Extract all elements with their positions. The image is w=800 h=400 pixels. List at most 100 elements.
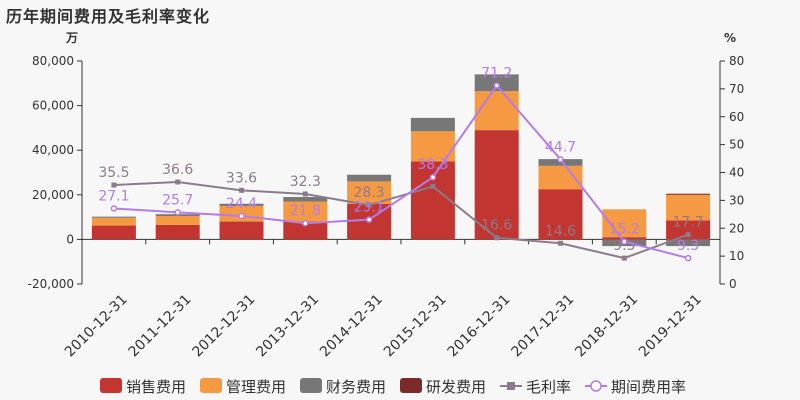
bar-财务费用-2012-12-31 <box>219 203 264 206</box>
bar-财务费用-2015-12-31 <box>410 117 455 132</box>
legend-item-期间费用率: 期间费用率 <box>585 378 686 396</box>
point-期间费用率 <box>238 212 245 220</box>
left-axis-unit: 万 <box>65 31 78 45</box>
right-tick-label: 30 <box>729 193 744 207</box>
bar-财务费用-2019-12-31 <box>666 239 711 247</box>
data-label-毛利率: 14.6 <box>545 223 576 239</box>
legend-item-财务费用: 财务费用 <box>300 378 386 396</box>
bar-销售费用-2018-12-31 <box>602 237 647 240</box>
left-tick-label: 60,000 <box>32 99 74 113</box>
data-label-毛利率: 32.3 <box>290 174 321 190</box>
point-毛利率 <box>175 179 181 185</box>
x-tick-label: 2010-12-31 <box>62 292 131 361</box>
point-毛利率 <box>685 232 691 238</box>
left-tick-label: 20,000 <box>32 188 74 202</box>
point-毛利率 <box>430 183 436 189</box>
point-期间费用率 <box>110 205 118 212</box>
data-label-期间费用率: 44.7 <box>545 139 576 155</box>
x-tick-label: 2019-12-31 <box>636 292 705 361</box>
bar-销售费用-2010-12-31 <box>91 225 136 240</box>
point-毛利率 <box>558 240 563 246</box>
data-label-期间费用率: 9.3 <box>677 238 699 254</box>
bar-管理费用-2011-12-31 <box>155 215 200 225</box>
x-tick-label: 2011-12-31 <box>126 292 195 361</box>
point-期间费用率 <box>557 156 564 163</box>
data-label-期间费用率: 38.3 <box>417 157 448 173</box>
right-tick-label: 80 <box>729 54 744 68</box>
legend-swatch <box>300 378 322 393</box>
data-label-毛利率: 28.3 <box>354 185 385 201</box>
right-tick-label: 10 <box>729 249 744 263</box>
data-label-期间费用率: 24.4 <box>226 196 257 212</box>
bar-管理费用-2014-12-31 <box>347 181 392 204</box>
bar-研发费用-2019-12-31 <box>666 193 711 195</box>
legend-label: 期间费用率 <box>611 378 686 396</box>
x-tick-label: 2013-12-31 <box>253 292 322 361</box>
right-tick-label: 40 <box>729 166 744 180</box>
point-毛利率 <box>302 191 308 197</box>
legend-marker <box>590 380 602 392</box>
point-毛利率 <box>239 187 244 193</box>
point-毛利率 <box>494 235 500 241</box>
bar-销售费用-2012-12-31 <box>219 221 264 240</box>
data-label-毛利率: 17.7 <box>673 215 704 231</box>
legend-swatch <box>100 378 122 393</box>
bar-销售费用-2019-12-31 <box>666 220 711 240</box>
bar-管理费用-2013-12-31 <box>283 201 328 222</box>
point-期间费用率 <box>493 82 500 89</box>
data-label-毛利率: 35.5 <box>98 165 129 181</box>
right-tick-label: 50 <box>729 138 744 152</box>
data-label-毛利率: 16.6 <box>481 218 512 234</box>
point-期间费用率 <box>429 173 437 181</box>
legend-label: 销售费用 <box>126 378 186 396</box>
left-tick-label: 40,000 <box>32 143 74 157</box>
point-期间费用率 <box>302 219 309 227</box>
legend-label: 管理费用 <box>226 378 286 396</box>
point-期间费用率 <box>684 254 692 262</box>
data-label-毛利率: 33.6 <box>226 170 257 186</box>
bar-管理费用-2019-12-31 <box>666 194 711 221</box>
data-label-毛利率: 36.6 <box>162 162 193 178</box>
x-tick-label: 2014-12-31 <box>317 292 386 361</box>
legend-label: 研发费用 <box>426 378 486 396</box>
x-tick-label: 2012-12-31 <box>189 292 258 361</box>
x-tick-label: 2018-12-31 <box>572 292 641 361</box>
x-tick-label: 2015-12-31 <box>381 292 450 361</box>
bar-管理费用-2010-12-31 <box>91 217 136 226</box>
right-tick-label: 70 <box>729 82 744 96</box>
bar-销售费用-2013-12-31 <box>283 221 328 240</box>
left-tick-label: 0 <box>66 232 74 246</box>
right-axis-unit: % <box>724 31 736 45</box>
data-label-期间费用率: 71.2 <box>481 66 512 82</box>
bar-财务费用-2014-12-31 <box>347 174 392 182</box>
point-毛利率 <box>111 182 117 188</box>
left-tick-label: -20,000 <box>28 277 74 291</box>
left-tick-label: 80,000 <box>32 54 74 68</box>
bar-管理费用-2017-12-31 <box>538 165 583 190</box>
point-毛利率 <box>621 255 627 261</box>
point-期间费用率 <box>621 238 628 245</box>
legend-item-销售费用: 销售费用 <box>100 378 186 396</box>
data-label-期间费用率: 15.2 <box>609 222 640 238</box>
point-期间费用率 <box>174 209 181 216</box>
bar-销售费用-2016-12-31 <box>474 130 519 240</box>
point-期间费用率 <box>365 216 373 223</box>
data-label-期间费用率: 25.7 <box>162 192 193 208</box>
legend-label: 毛利率 <box>526 378 571 396</box>
legend-marker <box>507 382 515 390</box>
bar-管理费用-2016-12-31 <box>474 91 519 131</box>
data-label-期间费用率: 27.1 <box>98 188 129 204</box>
line-期间费用率 <box>113 83 689 260</box>
x-tick-label: 2017-12-31 <box>508 292 577 361</box>
legend-label: 财务费用 <box>326 378 386 396</box>
legend-item-研发费用: 研发费用 <box>400 378 486 396</box>
legend-swatch <box>200 378 222 393</box>
data-label-期间费用率: 23.1 <box>354 200 385 216</box>
line-毛利率 <box>113 180 689 260</box>
point-毛利率 <box>366 202 372 208</box>
data-label-期间费用率: 21.8 <box>290 203 321 219</box>
legend-item-管理费用: 管理费用 <box>200 378 286 396</box>
chart-title: 历年期间费用及毛利率变化 <box>6 7 211 26</box>
